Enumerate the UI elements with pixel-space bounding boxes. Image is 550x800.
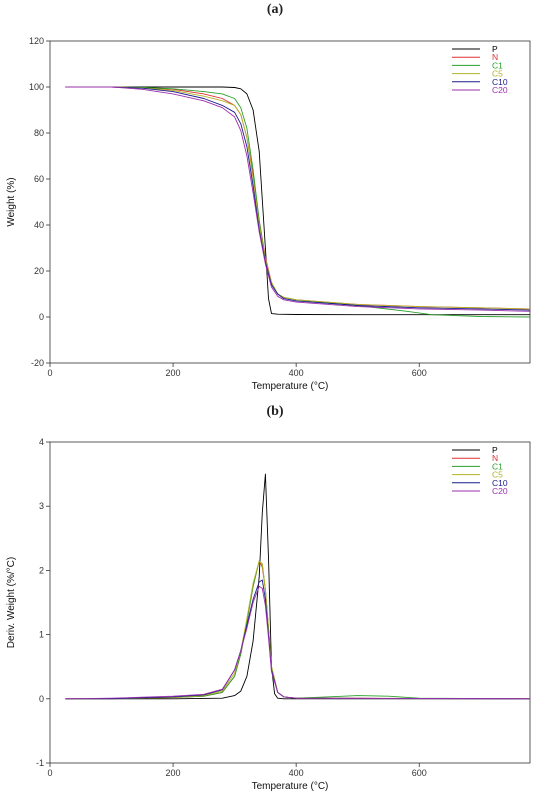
x-axis-title: Temperature (°C)	[252, 381, 329, 392]
y-tick-label: 100	[29, 82, 44, 92]
series-line-c1	[65, 560, 531, 700]
x-tick-label: 0	[47, 368, 52, 378]
legend-label: P	[492, 44, 498, 54]
legend-label: P	[492, 445, 498, 455]
panel-b-label: (b)	[266, 404, 284, 419]
series-line-c20	[65, 86, 531, 312]
legend-label: C10	[492, 478, 508, 488]
x-tick-label: 400	[289, 368, 304, 378]
y-axis-title: Deriv. Weight (%/°C)	[6, 557, 17, 648]
y-tick-label: 20	[34, 266, 44, 276]
legend-label: C20	[492, 486, 508, 496]
series-line-c10	[65, 579, 531, 700]
x-tick-label: 0	[47, 768, 52, 778]
series-line-c1	[65, 86, 531, 318]
y-tick-label: -1	[36, 758, 44, 768]
x-tick-label: 600	[412, 368, 427, 378]
x-tick-label: 600	[412, 768, 427, 778]
plot-frame	[49, 40, 531, 364]
y-axis-title: Weight (%)	[6, 177, 17, 226]
series-line-p	[65, 473, 530, 700]
x-tick-label: 400	[289, 768, 304, 778]
legend-label: C1	[492, 461, 503, 471]
y-tick-label: 60	[34, 174, 44, 184]
plot-frame	[49, 441, 531, 764]
panel-a-label: (a)	[266, 2, 284, 17]
legend-label: N	[492, 52, 498, 62]
series-line-p	[65, 86, 530, 316]
y-tick-label: 4	[39, 437, 44, 447]
y-tick-label: 40	[34, 220, 44, 230]
tga-weight-chart: 0 200 400 600-20020406080100120Temperature …	[6, 36, 531, 392]
y-tick-label: 80	[34, 128, 44, 138]
series-line-c20	[65, 585, 531, 700]
y-tick-label: 2	[39, 565, 44, 575]
legend-label: N	[492, 453, 498, 463]
series-line-n	[65, 560, 531, 700]
y-tick-label: 1	[39, 630, 44, 640]
x-tick-label: 200	[166, 768, 181, 778]
y-tick-label: 0	[39, 694, 44, 704]
series-line-c10	[65, 86, 531, 311]
x-axis-title: Temperature (°C)	[252, 781, 329, 792]
series-line-c5	[65, 560, 531, 700]
y-tick-label: -20	[31, 358, 44, 368]
legend-label: C10	[492, 77, 508, 87]
y-tick-label: 0	[39, 312, 44, 322]
series-line-c5	[65, 86, 531, 310]
series-line-n	[65, 86, 531, 310]
y-tick-label: 120	[29, 36, 44, 46]
legend-label: C5	[492, 470, 503, 480]
legend-label: C5	[492, 69, 503, 79]
legend-label: C20	[492, 85, 508, 95]
y-tick-label: 3	[39, 501, 44, 511]
legend-label: C1	[492, 60, 503, 70]
x-tick-label: 200	[166, 368, 181, 378]
